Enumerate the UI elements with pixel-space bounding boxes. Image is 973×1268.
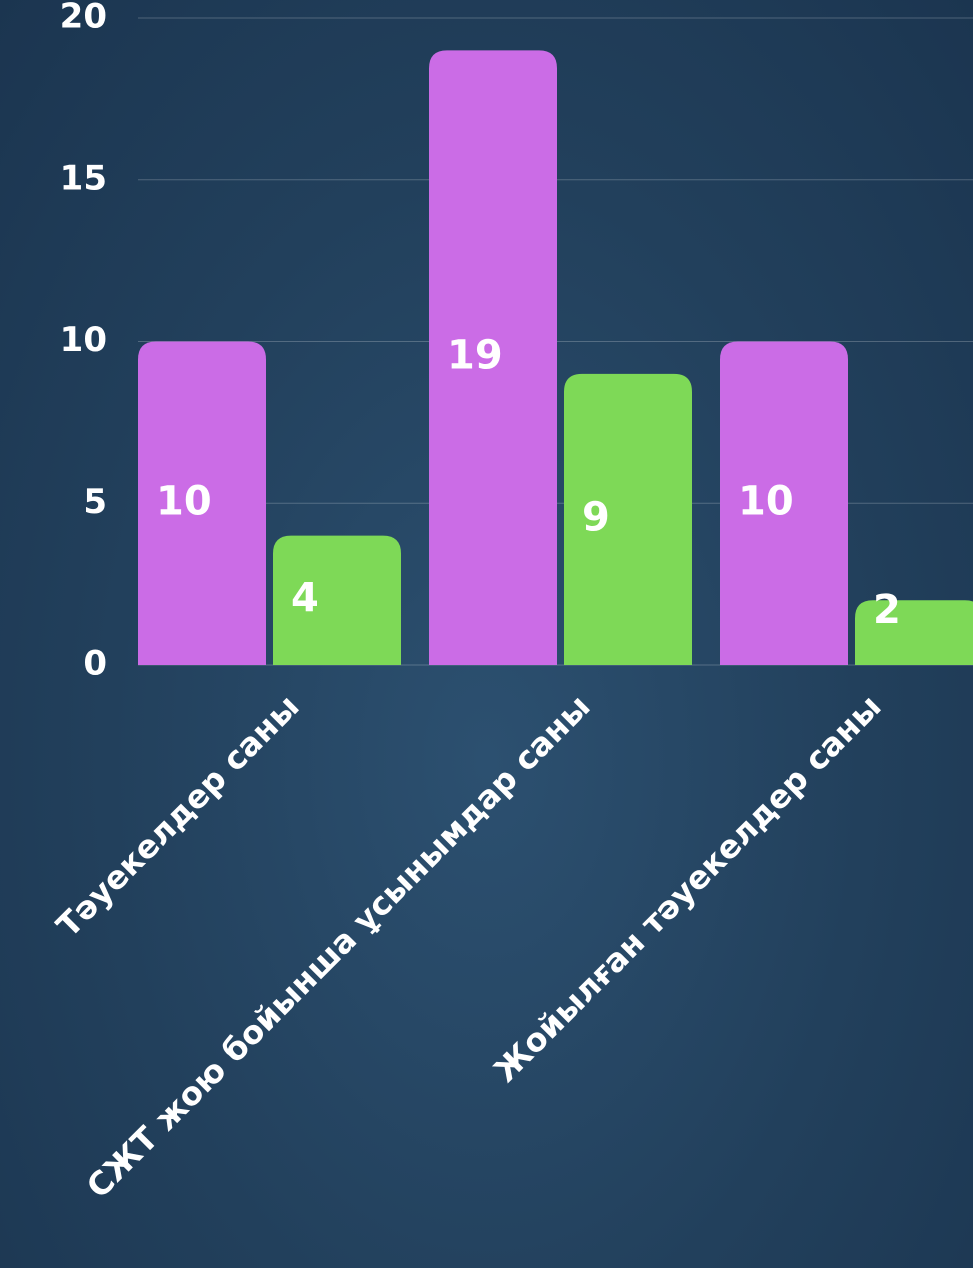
value-label: 2 [873,587,901,633]
value-label: 4 [291,575,319,621]
y-tick-label: 5 [83,482,107,522]
y-tick-label: 20 [60,0,107,37]
y-tick-label: 0 [83,644,107,684]
bar [138,341,266,665]
y-tick-label: 10 [60,320,107,360]
value-label: 19 [447,333,503,379]
y-tick-label: 15 [60,158,107,198]
x-tick-label: СЖТ жою бойынша ұсынымдар саны [79,687,598,1206]
value-label: 9 [582,494,610,540]
bar [720,341,848,665]
bar [855,600,973,665]
bar [273,535,401,665]
bar [564,373,692,665]
value-label: 10 [738,478,794,524]
value-label: 10 [156,478,212,524]
bar [429,50,557,666]
x-tick-label: Тәуекелдер саны [49,687,306,944]
